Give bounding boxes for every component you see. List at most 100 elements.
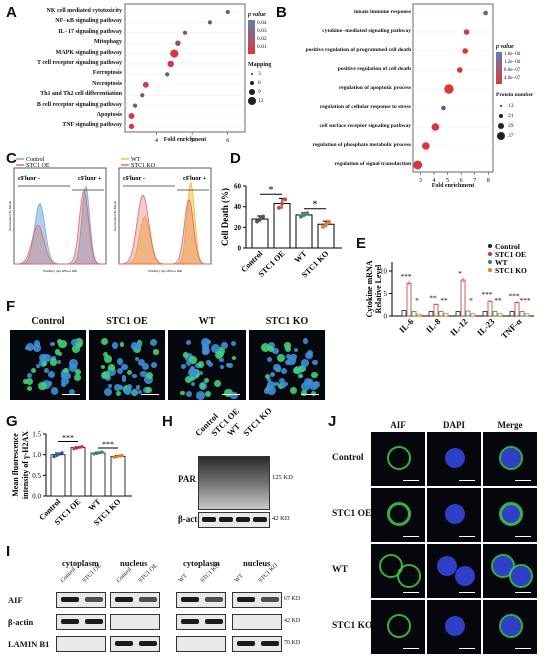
cell xyxy=(132,373,137,378)
legend-pvalue-tick: 0.01 xyxy=(257,44,267,50)
cell xyxy=(304,377,313,386)
cell xyxy=(231,356,236,361)
histogram-STC1 KO xyxy=(119,194,211,265)
cell xyxy=(301,358,309,367)
sig-star: * xyxy=(469,296,473,305)
cell xyxy=(221,342,228,349)
cell xyxy=(210,344,220,354)
fraction-label-3: nucleus xyxy=(243,558,271,568)
cell xyxy=(146,371,154,380)
cell xyxy=(184,375,192,383)
bar-IL-23-Control xyxy=(482,311,488,317)
sig-star: *** xyxy=(400,272,412,281)
legend-size-dot xyxy=(251,73,253,75)
term-a-6: Ferroptosis xyxy=(92,70,122,77)
band xyxy=(115,641,133,646)
cell xyxy=(100,338,108,346)
cell xyxy=(61,381,66,387)
cell xyxy=(287,356,296,366)
lane-label-4: WT xyxy=(177,573,189,584)
band xyxy=(85,597,103,602)
cell xyxy=(300,381,310,391)
data-point xyxy=(95,451,99,455)
panel-a-dotplot: 4 5 6 xyxy=(124,3,246,144)
scale-bar xyxy=(62,394,80,395)
scale-bar xyxy=(459,480,475,481)
data-point xyxy=(255,219,259,224)
panel-b-xlabel: Fold enrichment xyxy=(431,183,475,189)
data-point xyxy=(321,224,325,229)
cell xyxy=(200,338,210,348)
row-title-0: Control xyxy=(332,453,364,463)
scale-bar xyxy=(515,592,531,593)
x-tick-label: 6 xyxy=(226,138,229,144)
dot-5 xyxy=(167,60,174,68)
bar-0 xyxy=(50,454,66,497)
cell xyxy=(284,346,291,353)
cell xyxy=(145,386,152,393)
panel-b-label: B xyxy=(276,4,287,21)
micrograph-0 xyxy=(10,330,86,400)
legend-marker xyxy=(488,268,492,272)
band xyxy=(253,517,267,522)
cell xyxy=(140,370,147,378)
dot-3 xyxy=(175,40,181,46)
cell xyxy=(51,355,56,361)
cell xyxy=(26,385,32,392)
legend-text: STC1 KO xyxy=(131,163,156,169)
sig-star: *** xyxy=(508,292,520,301)
band xyxy=(236,517,250,522)
data-point xyxy=(80,445,84,449)
cell xyxy=(201,342,210,351)
legend-size-tick: 12 xyxy=(258,98,264,104)
blot-1-2 xyxy=(176,614,226,630)
aif-ring xyxy=(387,614,411,638)
column-title-1: DAPI xyxy=(443,420,465,430)
column-title-0: AIF xyxy=(390,420,406,430)
blot-2-2 xyxy=(176,636,226,652)
term-b-5: regulation of cellular response to stres… xyxy=(319,104,411,110)
cell xyxy=(58,340,67,349)
fraction-label-0: cytoplasm xyxy=(62,558,99,568)
dot-1 xyxy=(463,29,470,35)
fraction-label-2: cytoplasm xyxy=(183,558,220,568)
aif-ring xyxy=(499,502,523,526)
band xyxy=(115,597,133,602)
scale-bar xyxy=(403,648,419,649)
blot-1-3 xyxy=(232,614,282,630)
band xyxy=(61,597,79,602)
legend-pvalue-tick: 4.0e−07 xyxy=(504,76,521,81)
cell xyxy=(102,370,111,379)
y-tick-label: 0.0 xyxy=(32,493,41,501)
data-point xyxy=(277,205,281,210)
legend-pvalue-title: p value xyxy=(248,12,266,18)
data-point xyxy=(280,201,284,206)
cell xyxy=(290,386,297,394)
cell xyxy=(185,361,191,367)
cell xyxy=(204,378,210,384)
data-point xyxy=(115,455,119,459)
bar-IL-23-STC1 OE xyxy=(487,300,493,317)
bar-IL-6-WT xyxy=(411,311,417,317)
micrograph-title-0: Control xyxy=(31,316,65,327)
panel-j-label: J xyxy=(328,413,337,430)
dot-1 xyxy=(207,20,213,25)
cell xyxy=(58,351,63,356)
data-point xyxy=(100,450,104,454)
cell xyxy=(39,356,46,363)
cell xyxy=(298,373,303,379)
scale-bar xyxy=(403,592,419,593)
dot-0 xyxy=(483,10,488,16)
cell xyxy=(277,353,286,362)
cell xyxy=(196,390,206,400)
cell xyxy=(127,384,133,390)
y-tick-label: 40 xyxy=(234,203,242,211)
band xyxy=(139,641,157,646)
dot-0 xyxy=(225,9,230,15)
dot-8 xyxy=(140,93,145,98)
data-point xyxy=(72,447,76,451)
bar-IL-12-STC1 OE xyxy=(460,279,466,317)
row-label-par: PAR xyxy=(178,474,196,484)
size-label-0: 67 KD xyxy=(284,596,301,602)
